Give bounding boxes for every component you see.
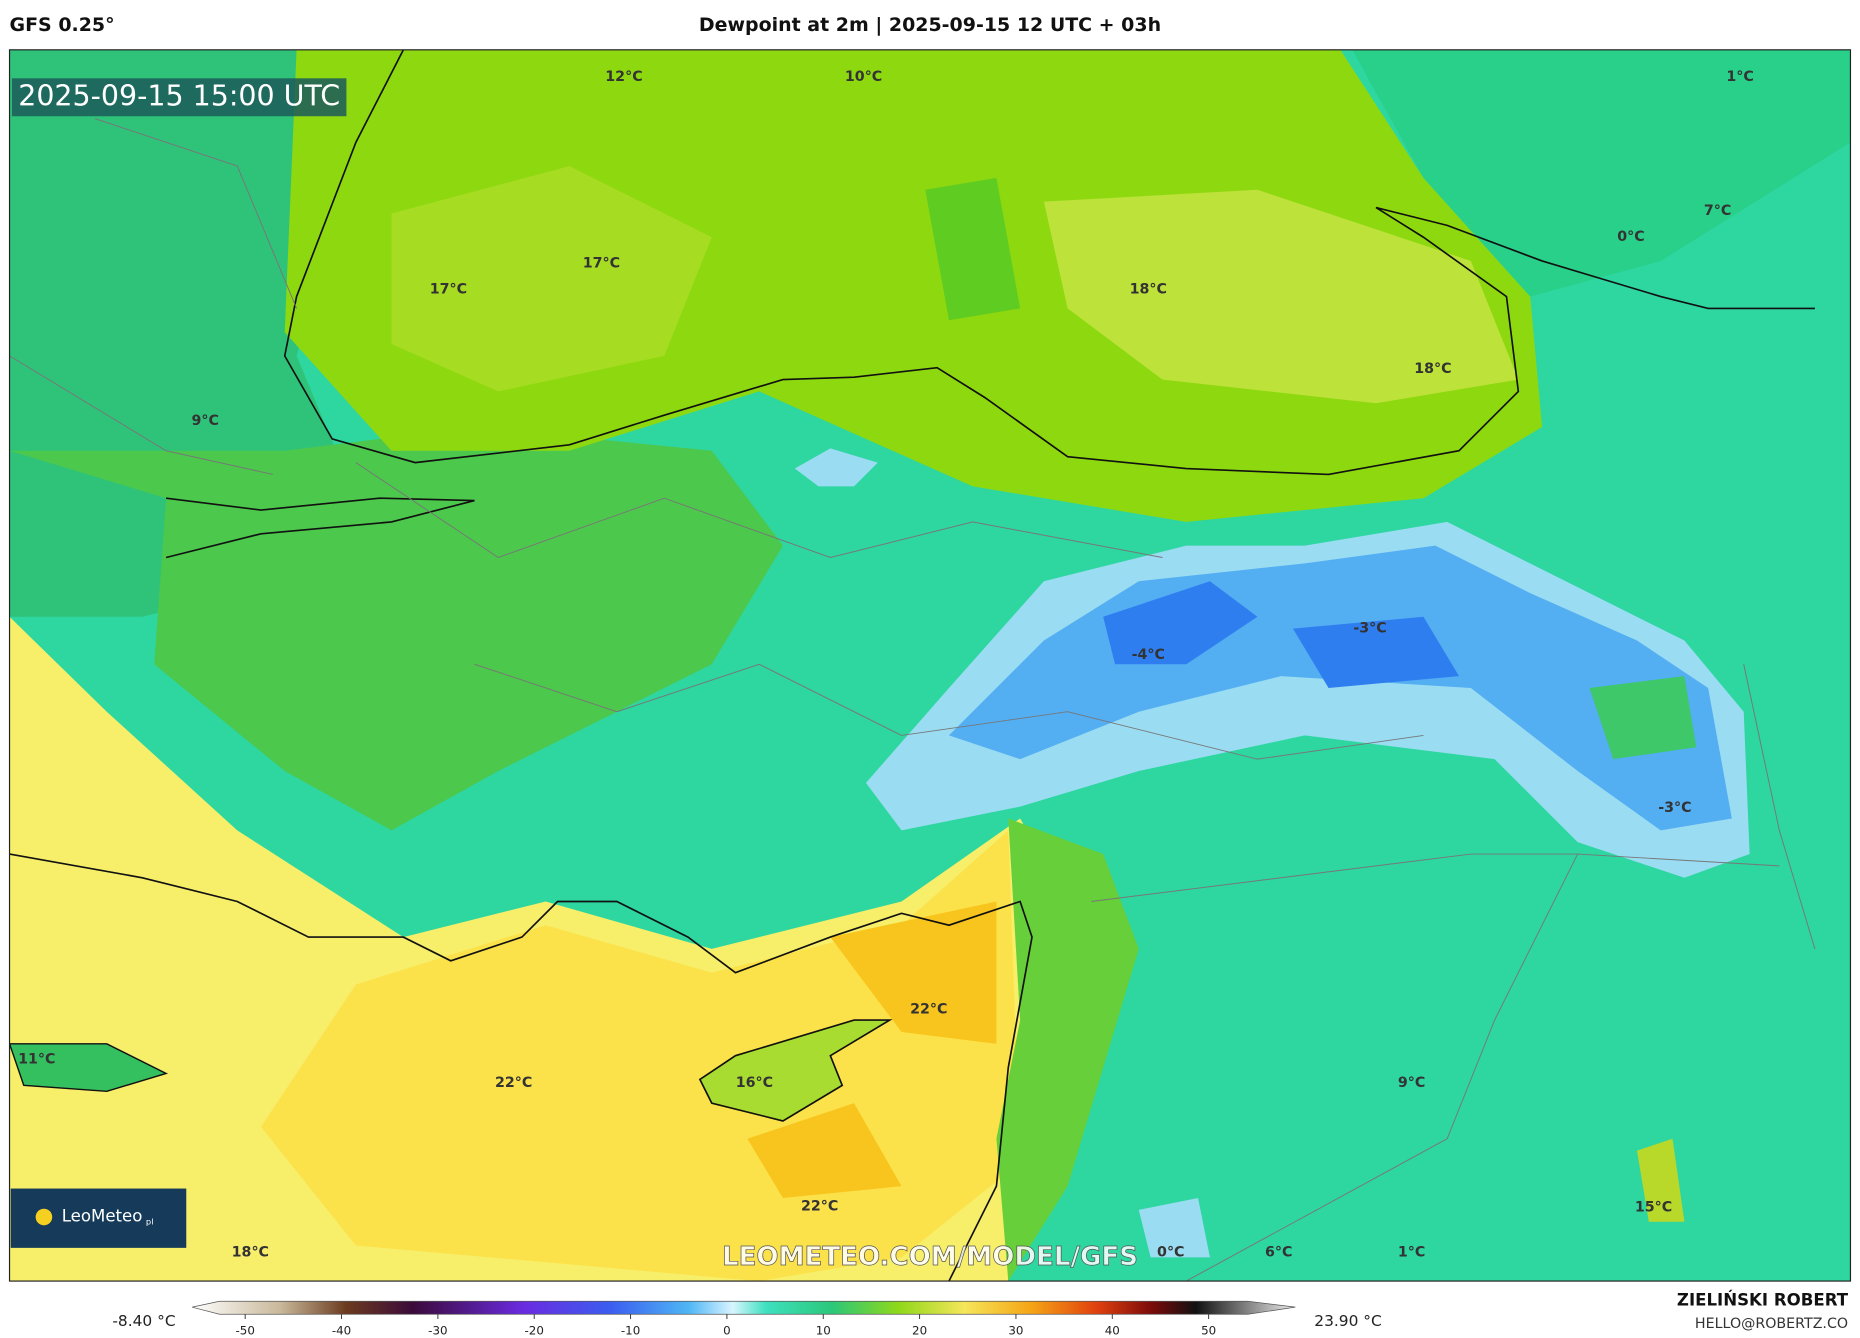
logo-text: LeoMeteo [62, 1207, 143, 1226]
map-label: 0°C [1157, 1245, 1184, 1261]
max-value: 23.90 °C [1314, 1312, 1381, 1330]
field [1138, 1198, 1210, 1258]
map-label: -4°C [1132, 647, 1165, 663]
valid-time: 2025-09-15 15:00 UTC [18, 79, 340, 112]
logo-suffix: pl [146, 1216, 154, 1226]
field [284, 49, 1543, 522]
map-label: 22°C [801, 1198, 838, 1214]
field [391, 166, 712, 392]
island [9, 1043, 169, 1092]
colorbar-tick-label: 10 [816, 1323, 831, 1337]
map-label: -3°C [1353, 621, 1386, 637]
borders [9, 118, 1816, 1282]
field [9, 427, 783, 831]
map-label: 17°C [583, 255, 620, 271]
colorbar-tick-label: -40 [332, 1323, 351, 1337]
map-label: 6°C [1265, 1245, 1292, 1261]
field [996, 818, 1139, 1282]
map-label: 11°C [18, 1051, 55, 1067]
colorbar-tick-label: -30 [428, 1323, 447, 1337]
coastline [9, 853, 1033, 1282]
coastline [283, 49, 1815, 476]
field [925, 177, 1021, 321]
coastline [165, 497, 475, 559]
colorbar-tick-label: -50 [236, 1323, 255, 1337]
colorbar-tick-label: 20 [912, 1323, 927, 1337]
map-label: 17°C [430, 281, 467, 297]
field [1636, 1138, 1685, 1222]
map-label: 10°C [845, 69, 882, 85]
field [1103, 581, 1460, 688]
map-label: 0°C [1617, 229, 1644, 245]
colorbar-tick-label: -20 [525, 1323, 544, 1337]
colorbar-scale [192, 1300, 1296, 1315]
min-value: -8.40 °C [112, 1312, 175, 1330]
field [747, 901, 997, 1199]
map-title: Dewpoint at 2m | 2025-09-15 12 UTC + 03h [699, 14, 1161, 36]
time-box [11, 78, 347, 117]
map-label: 18°C [1130, 281, 1167, 297]
email: HELLO@ROBERTZ.CO [1695, 1316, 1848, 1332]
field [1589, 676, 1697, 760]
field [1043, 189, 1519, 404]
map-label: 1°C [1398, 1245, 1425, 1261]
map-label: -3°C [1658, 800, 1691, 816]
map-label: 15°C [1635, 1200, 1672, 1216]
colorbar: -50 -40 -30 -20 -10 0 10 20 30 40 50 [192, 1300, 1296, 1337]
map-label: 18°C [1414, 361, 1451, 377]
colorbar-tick-label: 50 [1201, 1323, 1216, 1337]
map: 12°C 10°C 1°C 0°C 7°C 17°C 17°C 18°C 18°C 9°C -3°C… [9, 49, 1851, 1282]
map-frame [8, 49, 1852, 1282]
colorbar-tick-label: -10 [621, 1323, 640, 1337]
colorbar-tick-label: 0 [723, 1323, 731, 1337]
map-label: 9°C [192, 413, 219, 429]
map-label: 9°C [1398, 1075, 1425, 1091]
map-label: 7°C [1704, 203, 1731, 219]
map-label: 22°C [495, 1075, 532, 1091]
map-label: 18°C [232, 1245, 269, 1261]
map-label: 1°C [1726, 69, 1753, 85]
map-label: 12°C [605, 69, 642, 85]
map-label: 16°C [736, 1075, 773, 1091]
model-name: GFS 0.25° [10, 14, 115, 36]
island [698, 1019, 893, 1122]
watermark: LEOMETEO.COM/MODEL/GFS [722, 1242, 1138, 1272]
map-label: 22°C [910, 1001, 947, 1017]
colorbar-tick-label: 40 [1105, 1323, 1120, 1337]
map-labels: 12°C 10°C 1°C 0°C 7°C 17°C 17°C 18°C 18°C 9°C -3°C… [18, 69, 1754, 1260]
colorbar-tick-label: 30 [1008, 1323, 1023, 1337]
author: ZIELIŃSKI ROBERT [1677, 1291, 1849, 1310]
field [794, 448, 878, 487]
logo-sun [35, 1208, 53, 1226]
field [1352, 49, 1851, 297]
